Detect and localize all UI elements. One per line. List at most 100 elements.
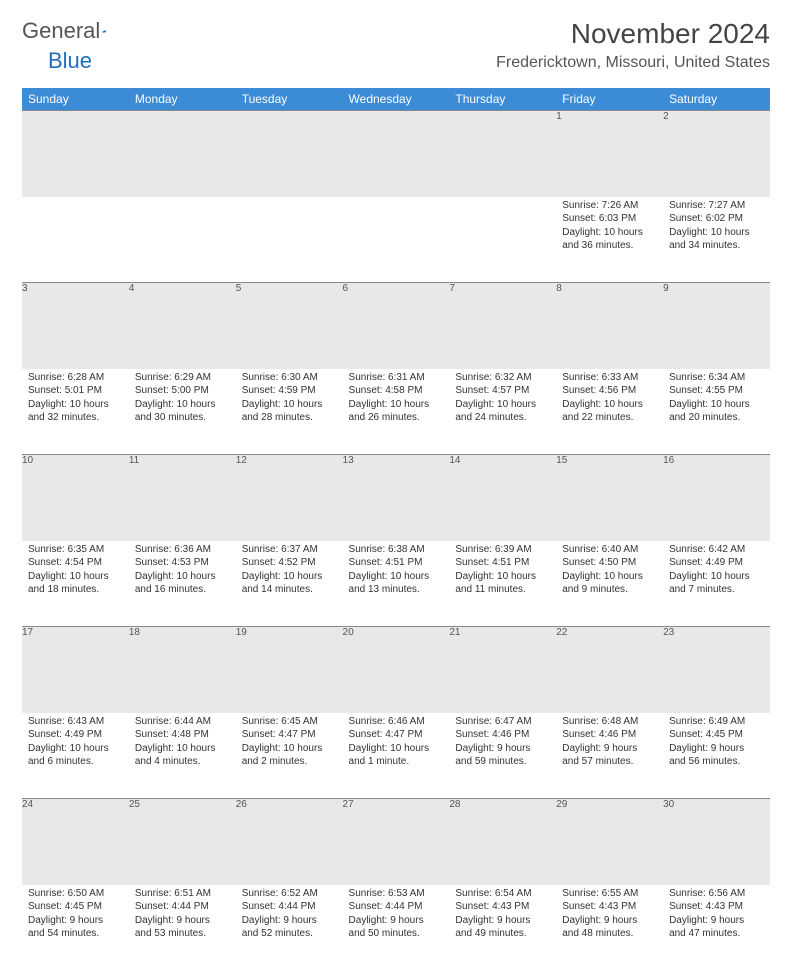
day-number-cell: 4 bbox=[129, 283, 236, 369]
weekday-header: Monday bbox=[129, 88, 236, 111]
daylight-text: and 34 minutes. bbox=[669, 240, 764, 253]
weekday-header: Friday bbox=[556, 88, 663, 111]
daylight-text: Daylight: 10 hours bbox=[562, 227, 657, 240]
day-cell bbox=[129, 197, 236, 283]
day-cell: Sunrise: 6:28 AMSunset: 5:01 PMDaylight:… bbox=[22, 369, 129, 455]
day-number-cell: 6 bbox=[343, 283, 450, 369]
daylight-text: and 18 minutes. bbox=[28, 584, 123, 597]
daylight-text: Daylight: 10 hours bbox=[242, 743, 337, 756]
daynum-row: 12 bbox=[22, 111, 770, 197]
day-cell: Sunrise: 6:30 AMSunset: 4:59 PMDaylight:… bbox=[236, 369, 343, 455]
daylight-text: and 57 minutes. bbox=[562, 756, 657, 769]
day-number-cell: 16 bbox=[663, 455, 770, 541]
day-number-cell: 22 bbox=[556, 627, 663, 713]
brand-gray: General bbox=[22, 18, 100, 44]
sunset-text: Sunset: 4:52 PM bbox=[242, 557, 337, 570]
daylight-text: and 11 minutes. bbox=[455, 584, 550, 597]
sunrise-text: Sunrise: 6:30 AM bbox=[242, 372, 337, 385]
sunrise-text: Sunrise: 6:40 AM bbox=[562, 544, 657, 557]
day-cell: Sunrise: 6:54 AMSunset: 4:43 PMDaylight:… bbox=[449, 885, 556, 971]
weekday-header: Saturday bbox=[663, 88, 770, 111]
sunrise-text: Sunrise: 6:52 AM bbox=[242, 888, 337, 901]
daylight-text: Daylight: 10 hours bbox=[242, 571, 337, 584]
day-number-cell: 23 bbox=[663, 627, 770, 713]
daylight-text: Daylight: 10 hours bbox=[135, 743, 230, 756]
sunrise-text: Sunrise: 6:32 AM bbox=[455, 372, 550, 385]
daylight-text: Daylight: 10 hours bbox=[669, 227, 764, 240]
day-number-cell: 7 bbox=[449, 283, 556, 369]
sunrise-text: Sunrise: 6:38 AM bbox=[349, 544, 444, 557]
sunset-text: Sunset: 4:51 PM bbox=[455, 557, 550, 570]
day-number-cell: 2 bbox=[663, 111, 770, 197]
daylight-text: and 28 minutes. bbox=[242, 412, 337, 425]
sunset-text: Sunset: 4:45 PM bbox=[669, 729, 764, 742]
weekday-header-row: SundayMondayTuesdayWednesdayThursdayFrid… bbox=[22, 88, 770, 111]
sunrise-text: Sunrise: 6:28 AM bbox=[28, 372, 123, 385]
day-cell: Sunrise: 6:56 AMSunset: 4:43 PMDaylight:… bbox=[663, 885, 770, 971]
day-number-cell: 15 bbox=[556, 455, 663, 541]
day-cell: Sunrise: 6:38 AMSunset: 4:51 PMDaylight:… bbox=[343, 541, 450, 627]
daylight-text: Daylight: 10 hours bbox=[28, 571, 123, 584]
daylight-text: Daylight: 9 hours bbox=[669, 743, 764, 756]
weekday-header: Wednesday bbox=[343, 88, 450, 111]
day-cell: Sunrise: 6:48 AMSunset: 4:46 PMDaylight:… bbox=[556, 713, 663, 799]
sunrise-text: Sunrise: 6:45 AM bbox=[242, 716, 337, 729]
daylight-text: and 26 minutes. bbox=[349, 412, 444, 425]
sunrise-text: Sunrise: 6:37 AM bbox=[242, 544, 337, 557]
sunset-text: Sunset: 4:53 PM bbox=[135, 557, 230, 570]
daylight-text: and 20 minutes. bbox=[669, 412, 764, 425]
sunset-text: Sunset: 5:01 PM bbox=[28, 385, 123, 398]
sunset-text: Sunset: 4:49 PM bbox=[28, 729, 123, 742]
daylight-text: Daylight: 10 hours bbox=[349, 571, 444, 584]
sunset-text: Sunset: 4:54 PM bbox=[28, 557, 123, 570]
daylight-text: and 30 minutes. bbox=[135, 412, 230, 425]
weekday-header: Tuesday bbox=[236, 88, 343, 111]
sunrise-text: Sunrise: 6:35 AM bbox=[28, 544, 123, 557]
daynum-row: 17181920212223 bbox=[22, 627, 770, 713]
daylight-text: Daylight: 10 hours bbox=[349, 399, 444, 412]
day-number-cell bbox=[236, 111, 343, 197]
day-number-cell: 3 bbox=[22, 283, 129, 369]
day-number-cell: 28 bbox=[449, 799, 556, 885]
day-number-cell: 12 bbox=[236, 455, 343, 541]
sunset-text: Sunset: 4:47 PM bbox=[349, 729, 444, 742]
daylight-text: Daylight: 10 hours bbox=[562, 571, 657, 584]
sunset-text: Sunset: 4:46 PM bbox=[455, 729, 550, 742]
day-number-cell bbox=[22, 111, 129, 197]
daylight-text: and 54 minutes. bbox=[28, 928, 123, 941]
sunset-text: Sunset: 6:03 PM bbox=[562, 213, 657, 226]
daylight-text: Daylight: 10 hours bbox=[28, 399, 123, 412]
daylight-text: Daylight: 10 hours bbox=[669, 571, 764, 584]
sunset-text: Sunset: 4:44 PM bbox=[242, 901, 337, 914]
day-number-cell: 9 bbox=[663, 283, 770, 369]
daylight-text: and 6 minutes. bbox=[28, 756, 123, 769]
sunrise-text: Sunrise: 7:26 AM bbox=[562, 200, 657, 213]
brand-logo: General bbox=[22, 18, 126, 44]
week-row: Sunrise: 6:35 AMSunset: 4:54 PMDaylight:… bbox=[22, 541, 770, 627]
day-number-cell bbox=[343, 111, 450, 197]
calendar-page: General November 2024 Fredericktown, Mis… bbox=[0, 0, 792, 971]
daylight-text: Daylight: 10 hours bbox=[455, 571, 550, 584]
daylight-text: Daylight: 10 hours bbox=[562, 399, 657, 412]
day-cell: Sunrise: 6:49 AMSunset: 4:45 PMDaylight:… bbox=[663, 713, 770, 799]
sunset-text: Sunset: 4:44 PM bbox=[349, 901, 444, 914]
daylight-text: and 47 minutes. bbox=[669, 928, 764, 941]
sunrise-text: Sunrise: 6:55 AM bbox=[562, 888, 657, 901]
day-number-cell: 27 bbox=[343, 799, 450, 885]
daylight-text: and 16 minutes. bbox=[135, 584, 230, 597]
week-row: Sunrise: 7:26 AMSunset: 6:03 PMDaylight:… bbox=[22, 197, 770, 283]
week-row: Sunrise: 6:28 AMSunset: 5:01 PMDaylight:… bbox=[22, 369, 770, 455]
sunset-text: Sunset: 4:49 PM bbox=[669, 557, 764, 570]
day-number-cell: 1 bbox=[556, 111, 663, 197]
day-number-cell: 18 bbox=[129, 627, 236, 713]
daylight-text: Daylight: 9 hours bbox=[242, 915, 337, 928]
day-number-cell: 20 bbox=[343, 627, 450, 713]
daylight-text: Daylight: 9 hours bbox=[562, 915, 657, 928]
weekday-header: Thursday bbox=[449, 88, 556, 111]
sunset-text: Sunset: 4:59 PM bbox=[242, 385, 337, 398]
day-number-cell: 25 bbox=[129, 799, 236, 885]
sunrise-text: Sunrise: 6:48 AM bbox=[562, 716, 657, 729]
day-number-cell: 8 bbox=[556, 283, 663, 369]
sunset-text: Sunset: 6:02 PM bbox=[669, 213, 764, 226]
daylight-text: Daylight: 10 hours bbox=[28, 743, 123, 756]
